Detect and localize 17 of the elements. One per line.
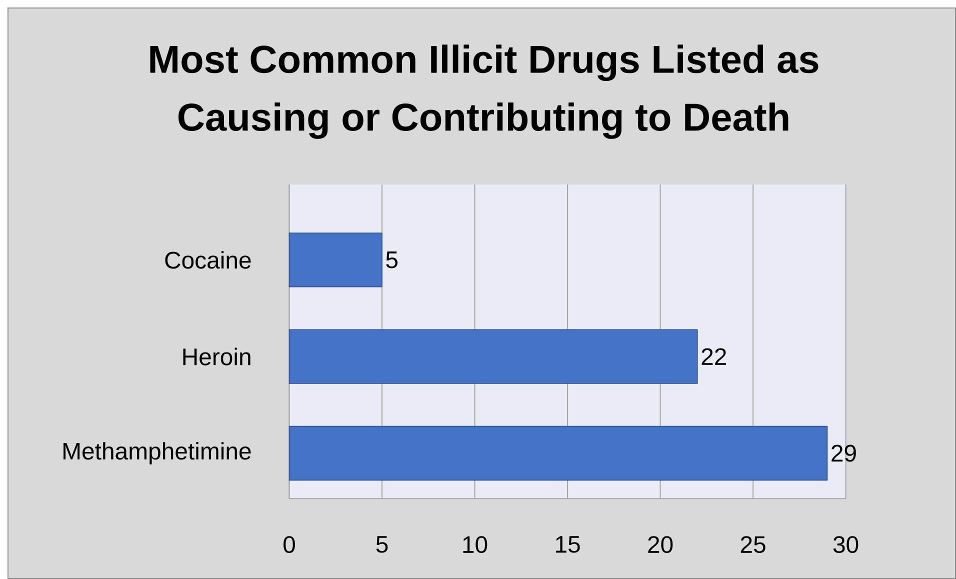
bar (288, 426, 828, 481)
data-label: 5 (386, 252, 398, 268)
x-tick-label: 30 (833, 536, 858, 554)
y-tick-label: Heroin (183, 348, 250, 366)
data-label: 29 (832, 444, 856, 462)
bar (288, 329, 698, 384)
bar (288, 232, 382, 288)
x-tick-label: 10 (463, 536, 488, 554)
x-tick-label: 25 (740, 536, 766, 554)
x-tick-label: 15 (556, 536, 580, 553)
x-tick-label: 20 (648, 536, 673, 554)
x-tick-label: 5 (376, 536, 388, 553)
y-tick-label: Methamphetimine (64, 442, 251, 464)
y-tick-label: Cocaine (165, 251, 251, 269)
data-label: 22 (702, 348, 726, 365)
x-tick-label: 0 (284, 536, 295, 554)
chart-title: Most Common Illicit Drugs Listed as Causing or Contributing to Death (150, 44, 818, 139)
